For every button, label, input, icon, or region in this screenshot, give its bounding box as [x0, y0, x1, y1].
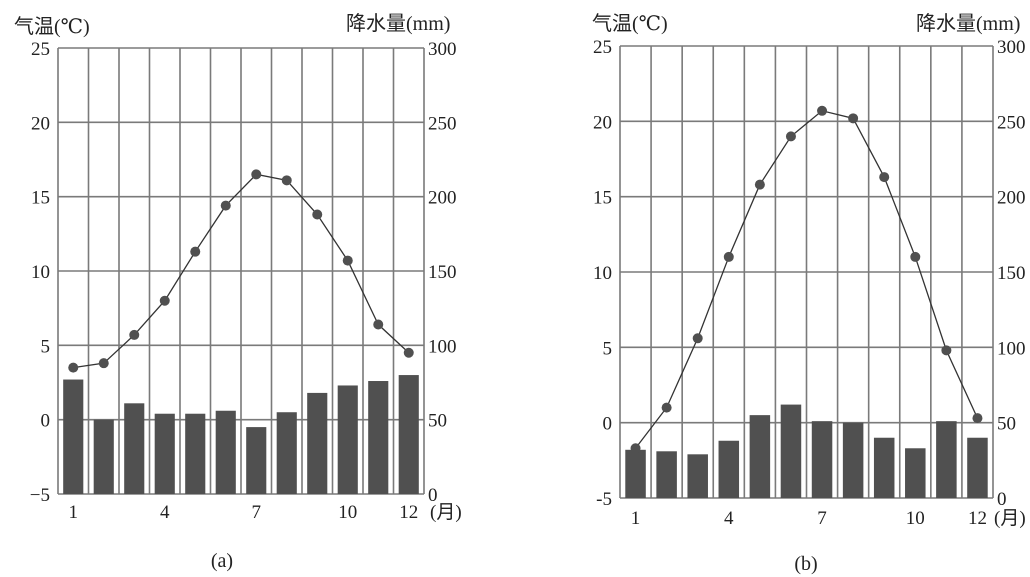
precip-bar-12 [967, 437, 988, 498]
x-unit-label: (月) [430, 502, 462, 523]
x-tick-label: 1 [69, 502, 79, 523]
right-tick-label: 150 [428, 262, 457, 283]
temp-point-8 [848, 113, 859, 124]
right-tick-label: 300 [997, 37, 1026, 58]
precip-bar-3 [687, 454, 708, 498]
left-axis-title: 气温(℃) [592, 12, 668, 35]
left-tick-label: −5 [30, 485, 50, 506]
temp-point-9 [312, 209, 323, 220]
temp-point-1 [630, 443, 641, 454]
temp-point-9 [879, 172, 890, 183]
temp-point-4 [159, 295, 170, 306]
right-tick-label: 150 [997, 263, 1026, 284]
left-tick-label: 0 [603, 414, 613, 435]
temperature-line [73, 173, 410, 369]
temp-point-11 [941, 345, 952, 356]
precip-bar-2 [93, 419, 114, 494]
x-tick-label: 4 [724, 508, 734, 529]
temp-point-2 [98, 358, 109, 369]
temp-point-2 [661, 402, 672, 413]
temp-point-12 [972, 413, 983, 424]
precip-bar-10 [337, 385, 358, 494]
precip-bar-8 [276, 412, 297, 494]
precip-bar-11 [936, 421, 957, 498]
precip-bar-9 [873, 437, 895, 498]
right-tick-label: 100 [428, 336, 457, 357]
x-tick-label: 1 [631, 508, 641, 529]
x-tick-label: 12 [968, 508, 987, 529]
precip-bar-2 [656, 451, 677, 498]
right-tick-label: 0 [428, 485, 438, 506]
left-tick-label: 5 [41, 336, 51, 357]
right-tick-label: 250 [428, 113, 457, 134]
precip-bar-10 [905, 448, 926, 498]
temp-point-10 [342, 255, 353, 266]
right-tick-label: 50 [997, 414, 1016, 435]
left-axis-title: 气温(℃) [14, 15, 90, 38]
left-tick-label: 15 [31, 188, 50, 209]
left-tick-label: 0 [41, 411, 51, 432]
precip-bar-8 [842, 422, 864, 498]
x-unit-label: (月) [994, 508, 1026, 529]
precip-bar-12 [398, 375, 419, 494]
precip-bar-6 [215, 410, 236, 494]
left-tick-label: 10 [31, 262, 50, 283]
temp-point-6 [785, 131, 796, 142]
precip-bar-5 [749, 415, 771, 498]
temp-point-11 [373, 319, 384, 330]
x-tick-label: 10 [906, 508, 925, 529]
temp-point-5 [754, 179, 765, 190]
temperature-line [635, 110, 979, 449]
temp-point-10 [910, 251, 921, 262]
temp-point-12 [403, 347, 414, 358]
precip-bar-1 [625, 449, 646, 498]
left-tick-label: 15 [593, 188, 612, 209]
precip-bar-9 [307, 392, 328, 494]
temp-point-1 [68, 362, 79, 373]
x-tick-label: 7 [817, 508, 827, 529]
temp-point-5 [190, 246, 201, 257]
precip-bar-4 [718, 440, 740, 498]
right-axis-title: 降水量(mm) [346, 12, 450, 35]
precip-bar-7 [246, 427, 267, 494]
temp-point-7 [817, 105, 828, 116]
temp-point-3 [129, 329, 140, 340]
left-tick-label: -5 [596, 489, 612, 510]
precip-bar-4 [154, 413, 175, 494]
precip-bar-11 [368, 381, 389, 494]
right-tick-label: 250 [997, 112, 1026, 133]
precip-bar-6 [780, 404, 802, 498]
right-tick-label: 100 [997, 338, 1026, 359]
temp-point-4 [723, 251, 734, 262]
left-tick-label: 5 [603, 338, 613, 359]
chart-caption: (a) [211, 550, 233, 572]
left-tick-label: 25 [593, 37, 612, 58]
left-tick-label: 20 [593, 112, 612, 133]
right-axis-title: 降水量(mm) [916, 12, 1020, 35]
x-tick-label: 12 [399, 502, 418, 523]
left-tick-label: 10 [593, 263, 612, 284]
left-tick-label: 20 [31, 113, 50, 134]
chart-caption: (b) [794, 553, 817, 575]
temp-point-7 [251, 169, 262, 180]
temp-point-6 [220, 200, 231, 211]
x-tick-label: 4 [160, 502, 170, 523]
precip-bar-3 [124, 403, 145, 494]
x-tick-label: 7 [252, 502, 262, 523]
right-tick-label: 300 [428, 39, 457, 60]
right-tick-label: 0 [997, 489, 1007, 510]
left-tick-label: 25 [31, 39, 50, 60]
x-tick-label: 10 [338, 502, 357, 523]
precip-bar-1 [63, 379, 84, 494]
right-tick-label: 200 [428, 188, 457, 209]
temp-point-3 [692, 333, 703, 344]
precip-bar-7 [811, 421, 833, 498]
right-tick-label: 50 [428, 411, 447, 432]
precip-bar-5 [185, 413, 206, 494]
temp-point-8 [281, 175, 292, 186]
right-tick-label: 200 [997, 188, 1026, 209]
